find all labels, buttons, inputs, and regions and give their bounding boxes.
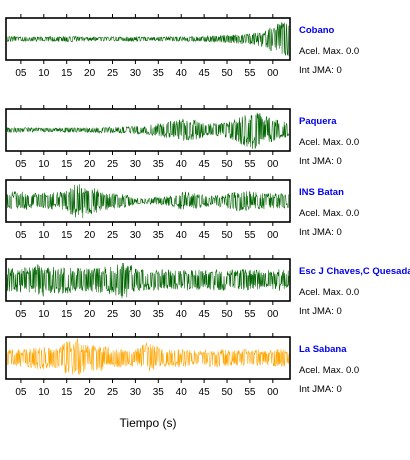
tick-label: 40 — [176, 68, 188, 79]
panel-frame — [5, 17, 291, 61]
acel-max-label: Acel. Max. 0.0 — [299, 365, 359, 376]
tick-label: 50 — [221, 68, 233, 79]
panel-la-sabana: 05 10 15 20 25 30 35 40 45 50 55 00 La Sabana Acel. M… — [5, 333, 359, 398]
tick-label: 05 — [15, 68, 27, 79]
tick-label: 10 — [38, 387, 50, 398]
tick-label: 00 — [267, 309, 279, 320]
int-jma-label: Int JMA: 0 — [299, 306, 342, 317]
tick-label: 05 — [15, 309, 27, 320]
tick-label: 05 — [15, 159, 27, 170]
waveform-trace — [6, 22, 290, 57]
acel-max-label: Acel. Max. 0.0 — [299, 46, 359, 57]
tick-label: 00 — [267, 230, 279, 241]
tick-label: 40 — [176, 309, 188, 320]
tick-label: 10 — [38, 159, 50, 170]
acel-max-label: Acel. Max. 0.0 — [299, 137, 359, 148]
tick-label: 35 — [153, 230, 165, 241]
station-name: INS Batan — [299, 187, 344, 198]
tick-label: 25 — [107, 159, 119, 170]
station-name: Cobano — [299, 25, 335, 36]
station-name: Paquera — [299, 116, 337, 127]
tick-label: 25 — [107, 387, 119, 398]
tick-label: 10 — [38, 230, 50, 241]
tick-label: 15 — [61, 68, 73, 79]
int-jma-label: Int JMA: 0 — [299, 227, 342, 238]
tick-label: 00 — [267, 68, 279, 79]
tick-label: 10 — [38, 68, 50, 79]
tick-label: 30 — [130, 309, 142, 320]
int-jma-label: Int JMA: 0 — [299, 384, 342, 395]
tick-label: 50 — [221, 159, 233, 170]
tick-label: 35 — [153, 68, 165, 79]
tick-label: 50 — [221, 387, 233, 398]
tick-label: 30 — [130, 159, 142, 170]
tick-label: 00 — [267, 387, 279, 398]
tick-label: 50 — [221, 309, 233, 320]
tick-label: 45 — [199, 309, 211, 320]
tick-label: 35 — [153, 387, 165, 398]
panel-ins-batan: 05 10 15 20 25 30 35 40 45 50 55 00 INS Batan Acel. M… — [5, 176, 359, 241]
tick-label: 05 — [15, 230, 27, 241]
tick-label: 50 — [221, 230, 233, 241]
acel-max-label: Acel. Max. 0.0 — [299, 208, 359, 219]
tick-label: 35 — [153, 159, 165, 170]
tick-label: 15 — [61, 387, 73, 398]
tick-label: 55 — [244, 68, 256, 79]
tick-label: 20 — [84, 68, 96, 79]
station-name: La Sabana — [299, 344, 347, 355]
x-axis-title: Tiempo (s) — [120, 416, 177, 430]
tick-label: 55 — [244, 387, 256, 398]
panel-cobano: 05 10 15 20 25 30 35 40 45 50 55 00 Cobano Acel. Max.… — [5, 14, 359, 79]
tick-label: 40 — [176, 159, 188, 170]
tick-label: 45 — [199, 387, 211, 398]
int-jma-label: Int JMA: 0 — [299, 65, 342, 76]
waveform-trace — [6, 262, 290, 299]
tick-label: 25 — [107, 309, 119, 320]
panel-paquera: 05 10 15 20 25 30 35 40 45 50 55 00 Paquera Acel. Max… — [5, 105, 359, 170]
tick-label: 20 — [84, 387, 96, 398]
waveform-trace — [6, 338, 290, 375]
acel-max-label: Acel. Max. 0.0 — [299, 287, 359, 298]
tick-label: 20 — [84, 230, 96, 241]
tick-label: 45 — [199, 159, 211, 170]
tick-label: 45 — [199, 68, 211, 79]
tick-label: 40 — [176, 387, 188, 398]
tick-label: 10 — [38, 309, 50, 320]
tick-label: 30 — [130, 387, 142, 398]
waveform-trace — [6, 112, 290, 149]
tick-label: 30 — [130, 68, 142, 79]
tick-label: 55 — [244, 230, 256, 241]
tick-label: 35 — [153, 309, 165, 320]
panel-frame — [5, 258, 291, 302]
waveform-trace — [6, 184, 290, 219]
int-jma-label: Int JMA: 0 — [299, 156, 342, 167]
tick-label: 30 — [130, 230, 142, 241]
tick-label: 25 — [107, 68, 119, 79]
panel-frame — [5, 108, 291, 152]
panel-frame — [5, 336, 291, 380]
tick-label: 15 — [61, 230, 73, 241]
tick-label: 20 — [84, 309, 96, 320]
tick-label: 05 — [15, 387, 27, 398]
tick-label: 20 — [84, 159, 96, 170]
tick-label: 25 — [107, 230, 119, 241]
panel-esc-j-chaves-c-quesada: 05 10 15 20 25 30 35 40 45 50 55 00 Esc J Chaves,C Q… — [5, 255, 410, 320]
tick-label: 15 — [61, 309, 73, 320]
tick-label: 55 — [244, 159, 256, 170]
tick-label: 00 — [267, 159, 279, 170]
panel-frame — [5, 179, 291, 223]
tick-label: 40 — [176, 230, 188, 241]
tick-label: 55 — [244, 309, 256, 320]
tick-label: 45 — [199, 230, 211, 241]
tick-label: 15 — [61, 159, 73, 170]
station-name: Esc J Chaves,C Quesada — [299, 266, 410, 277]
